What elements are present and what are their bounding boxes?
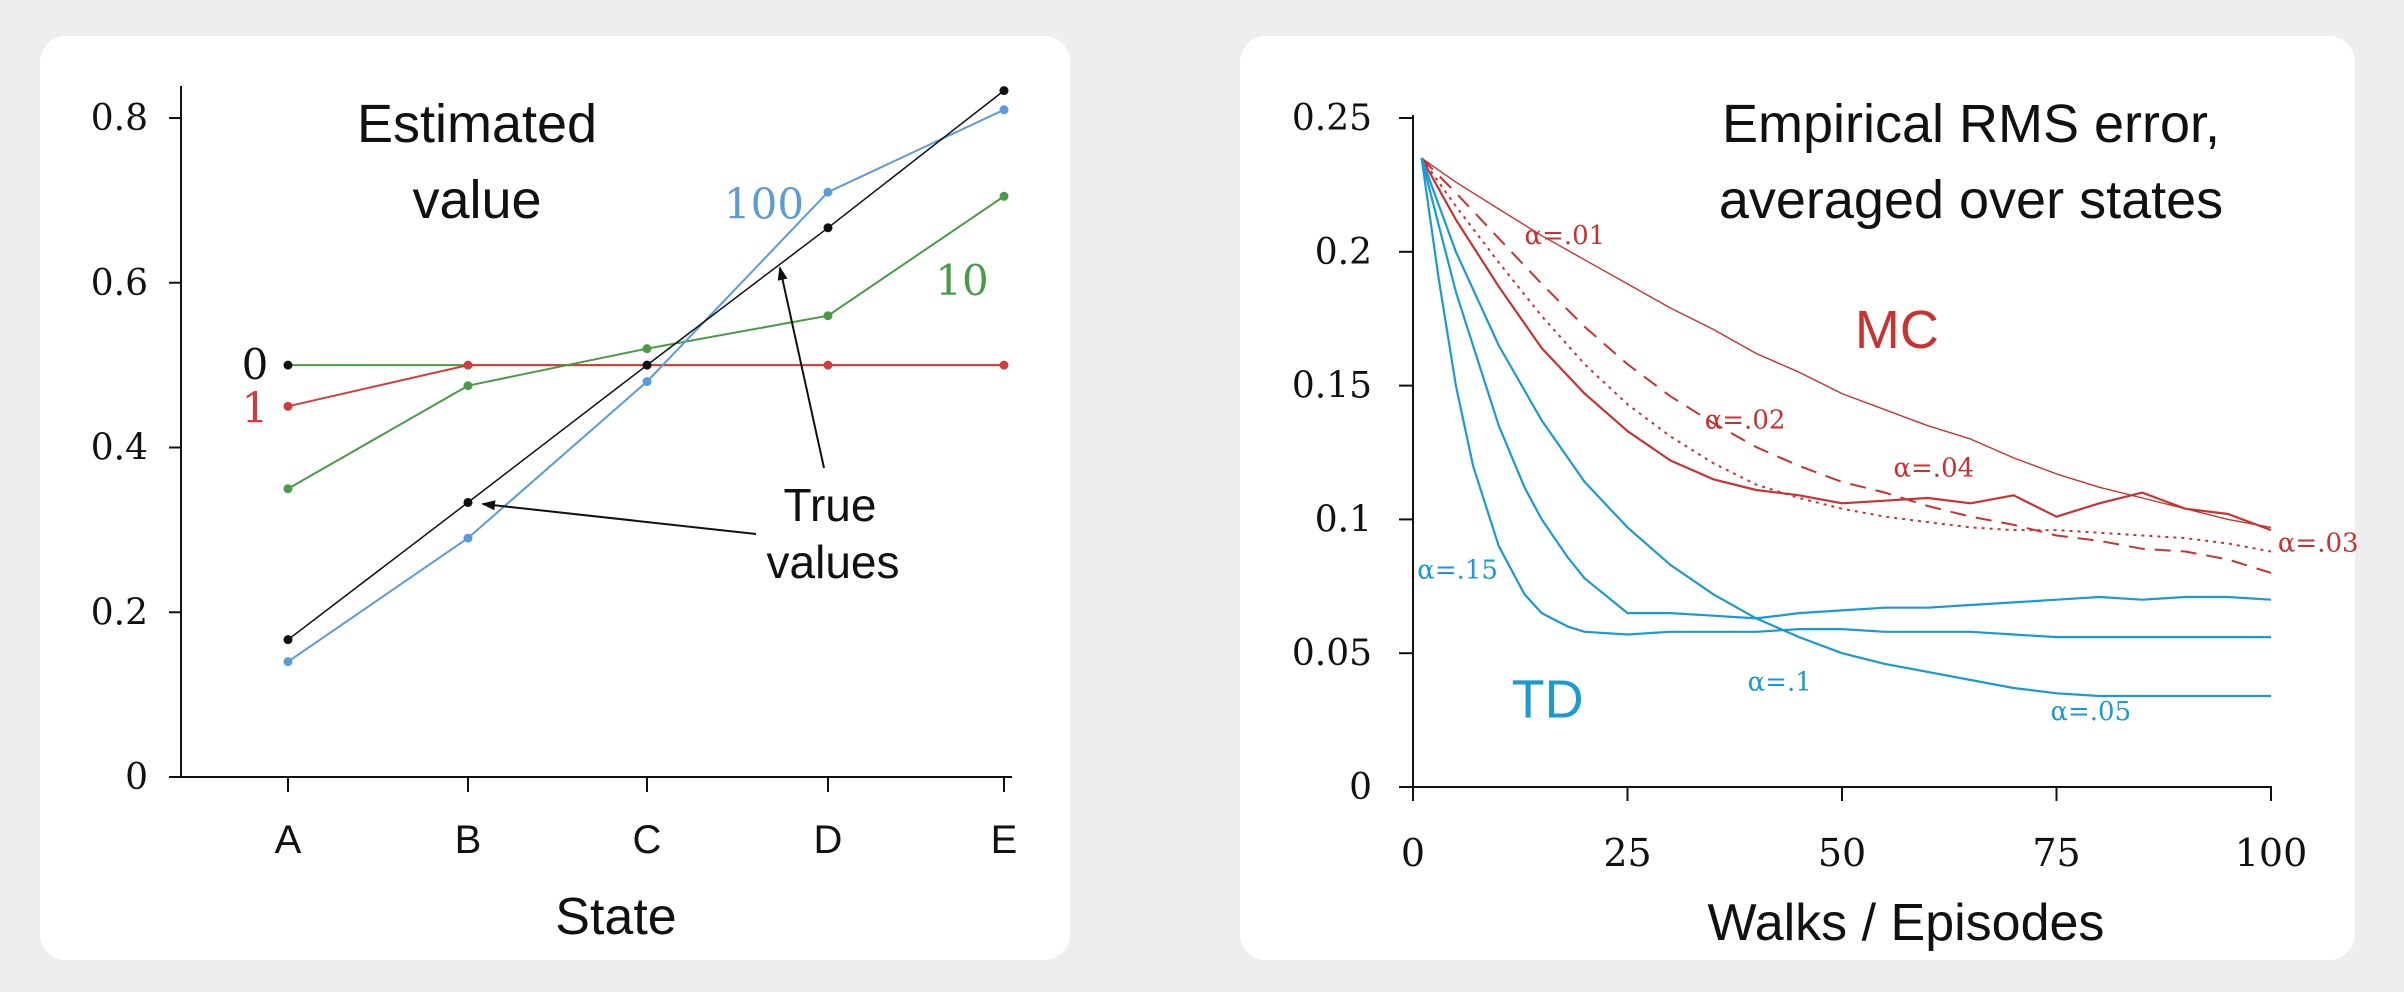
x-tick-label: C — [633, 818, 662, 862]
data-point — [283, 484, 293, 494]
y-tick-label: 0.25 — [1292, 98, 1372, 139]
x-tick-label: 100 — [2235, 831, 2308, 875]
method-label-td: TD — [1512, 669, 1584, 729]
data-point — [999, 191, 1009, 201]
series-line-α=.01 — [1421, 157, 2272, 529]
data-point — [463, 381, 473, 391]
data-point — [283, 635, 293, 645]
left-chart-panel — [40, 36, 1070, 960]
x-tick-label: 75 — [2032, 831, 2080, 875]
series-label-10: 10 — [935, 256, 988, 305]
annotation-arrow-to-d — [777, 266, 825, 469]
series-label-α=.02: α=.02 — [1705, 405, 1786, 435]
series-label-α=.15: α=.15 — [1417, 555, 1498, 585]
data-point — [823, 360, 833, 370]
y-tick-label: 0.2 — [91, 592, 148, 633]
y-tick-label: 0.8 — [91, 98, 148, 139]
data-point — [463, 533, 473, 543]
data-point — [999, 360, 1009, 370]
data-point — [823, 223, 833, 233]
data-point — [999, 86, 1009, 96]
series-line-α=.04 — [1420, 157, 2272, 532]
chart-title-line2: averaged over states — [1719, 170, 2223, 230]
x-tick-label: 50 — [1818, 831, 1866, 875]
y-tick-label: 0.4 — [91, 428, 148, 469]
data-point — [642, 377, 652, 387]
x-tick-label: D — [814, 818, 843, 862]
chart-title-line1: Empirical RMS error, — [1722, 94, 2220, 154]
data-point — [283, 401, 293, 411]
x-tick-label: A — [275, 818, 302, 862]
series-label-α=.05: α=.05 — [2050, 697, 2131, 727]
chart-title-line1: Estimated — [357, 94, 597, 154]
annotation-line1: True — [784, 479, 877, 531]
series-label-α=.1: α=.1 — [1748, 668, 1812, 698]
series-label-α=.03: α=.03 — [2278, 529, 2359, 559]
series-line-10 — [287, 195, 1005, 490]
data-point — [463, 497, 473, 507]
x-axis-title: State — [555, 888, 676, 946]
method-label-mc: MC — [1855, 300, 1939, 360]
data-point — [283, 657, 293, 667]
data-point — [642, 344, 652, 354]
annotation-line2: values — [767, 536, 900, 588]
x-tick-label: 0 — [1401, 831, 1425, 875]
data-point — [999, 105, 1009, 115]
x-tick-label: E — [991, 818, 1018, 862]
y-tick-label: 0.6 — [91, 263, 148, 304]
series-line-α=.05 — [1420, 157, 2271, 698]
y-tick-label: 0 — [1349, 767, 1372, 808]
series-label-100: 100 — [724, 179, 804, 228]
series-label-0: 0 — [242, 340, 269, 389]
series-label-α=.01: α=.01 — [1525, 221, 1606, 251]
annotation-arrow-to-b — [481, 500, 757, 535]
data-point — [823, 187, 833, 197]
data-point — [823, 311, 833, 321]
series-line-α=.15 — [1420, 157, 2271, 639]
x-axis-title: Walks / Episodes — [1708, 894, 2105, 952]
y-tick-label: 0.2 — [1315, 232, 1372, 273]
series-line-α=.02 — [1420, 157, 2272, 574]
data-point — [463, 360, 473, 370]
y-tick-label: 0 — [125, 757, 148, 798]
y-tick-label: 0.1 — [1315, 499, 1372, 540]
y-tick-label: 0.05 — [1292, 633, 1372, 674]
series-label-1: 1 — [242, 383, 269, 432]
x-tick-label: B — [455, 818, 482, 862]
series-label-α=.04: α=.04 — [1893, 454, 1974, 484]
estimated-value-chart: 00.20.40.60.8A B C D EStateEstimatedvalue011… — [91, 86, 1018, 946]
data-point — [283, 360, 293, 370]
x-tick-label: 25 — [1603, 831, 1651, 875]
chart-title-line2: value — [412, 170, 541, 230]
y-tick-label: 0.15 — [1292, 366, 1372, 407]
series-line-α=.03 — [1420, 157, 2272, 553]
rms-error-chart: 0 0.05 0.1 0.15 0.2 0.25 0 25 50 75 100 Walks / Epi… — [1292, 94, 2359, 952]
data-point — [642, 360, 652, 370]
